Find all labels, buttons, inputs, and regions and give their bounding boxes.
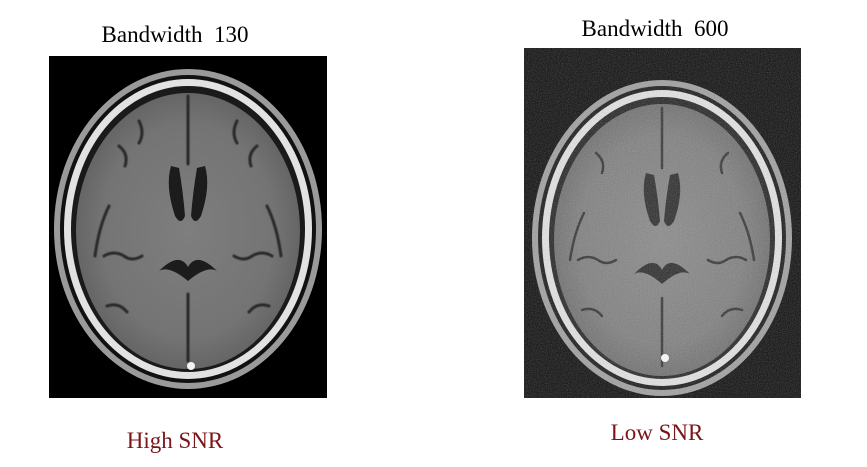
- panel-caption-left: High SNR: [126, 428, 224, 453]
- panel-caption-right: Low SNR: [610, 420, 704, 445]
- panel-title-right: Bandwidth 600: [581, 16, 729, 41]
- brain-slice-left: [49, 56, 327, 398]
- mri-image-left: [49, 56, 327, 398]
- brain-slice-right: [524, 48, 801, 398]
- panel-title-left: Bandwidth 130: [101, 22, 249, 47]
- mri-image-right: [524, 48, 801, 398]
